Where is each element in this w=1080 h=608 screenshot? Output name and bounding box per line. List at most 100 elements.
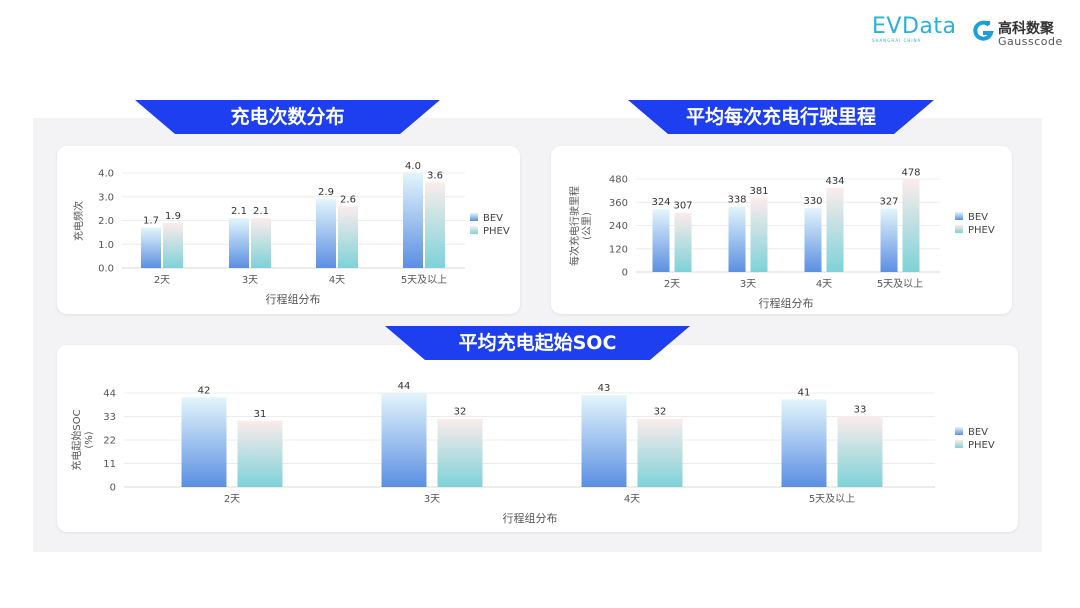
- data-label: 324: [651, 197, 670, 208]
- x-tick-label: 2天: [154, 275, 170, 286]
- legend-swatch-bev: [955, 212, 963, 220]
- legend-label: PHEV: [483, 226, 510, 237]
- bar-bev: [804, 208, 822, 272]
- y-tick-label: 11: [103, 459, 116, 470]
- bar-phev: [437, 418, 483, 487]
- x-axis-label: 行程组分布: [503, 511, 558, 525]
- bar-bev: [141, 227, 161, 268]
- legend-swatch-phev: [955, 225, 963, 233]
- data-label: 42: [198, 385, 211, 396]
- bar-phev: [750, 198, 768, 272]
- data-label: 327: [879, 197, 898, 208]
- chart-title: 充电次数分布: [230, 106, 345, 128]
- bar-phev: [674, 212, 692, 272]
- evdata-logo-sub: SHANGHAI CHINA: [872, 38, 922, 43]
- data-label: 44: [398, 381, 411, 392]
- legend-swatch-bev: [955, 427, 963, 435]
- bar-phev: [251, 218, 271, 268]
- y-axis-label: 充电频次: [72, 201, 85, 241]
- card-avg-mileage: [551, 146, 1012, 314]
- y-tick-label: 3.0: [98, 192, 114, 203]
- y-tick-label: 0: [110, 483, 116, 494]
- data-label: 32: [654, 407, 667, 418]
- bar-phev: [237, 420, 283, 487]
- data-label: 307: [673, 201, 692, 212]
- data-label: 2.1: [231, 206, 247, 217]
- x-tick-label: 4天: [624, 494, 640, 505]
- data-label: 2.1: [253, 206, 269, 217]
- bar-phev: [826, 187, 844, 272]
- data-label: 31: [254, 409, 267, 420]
- data-label: 3.6: [427, 171, 443, 182]
- data-label: 41: [798, 387, 811, 398]
- legend-label: BEV: [968, 212, 988, 223]
- legend-swatch-bev: [470, 213, 478, 221]
- x-axis-label: 行程组分布: [266, 292, 321, 306]
- banner-start-soc: 平均充电起始SOC: [385, 326, 690, 360]
- data-label: 381: [749, 186, 768, 197]
- bar-bev: [880, 208, 898, 272]
- data-label: 338: [727, 195, 746, 206]
- bar-bev: [652, 209, 670, 272]
- legend-label: BEV: [968, 427, 988, 438]
- y-tick-label: 1.0: [98, 240, 114, 251]
- data-label: 434: [825, 176, 844, 187]
- legend-label: PHEV: [968, 225, 995, 236]
- y-tick-label: 0.0: [98, 264, 114, 275]
- bar-bev: [781, 399, 827, 487]
- y-tick-label: 44: [103, 389, 116, 400]
- gausscode-mark-icon: [973, 20, 994, 41]
- x-tick-label: 2天: [224, 494, 240, 505]
- bar-bev: [181, 397, 227, 487]
- bar-phev: [637, 418, 683, 487]
- y-axis-unit: (公里): [581, 212, 593, 240]
- legend-swatch-phev: [470, 226, 478, 234]
- data-label: 43: [598, 383, 611, 394]
- bar-phev: [902, 179, 920, 272]
- gausscode-en: Gausscode: [998, 35, 1063, 48]
- x-tick-label: 4天: [816, 279, 832, 290]
- bar-bev: [229, 218, 249, 268]
- banner-avg-mileage: 平均每次充电行驶里程: [628, 100, 934, 134]
- y-tick-label: 480: [609, 175, 628, 186]
- evdata-logo-text: EVData: [872, 14, 957, 39]
- data-label: 2.6: [340, 194, 356, 205]
- y-tick-label: 22: [103, 436, 116, 447]
- bar-phev: [163, 222, 183, 268]
- legend-label: PHEV: [968, 440, 995, 451]
- y-tick-label: 0: [622, 268, 628, 279]
- bar-bev: [381, 393, 427, 487]
- x-axis-label: 行程组分布: [759, 296, 814, 310]
- x-tick-label: 5天及以上: [809, 493, 855, 505]
- data-label: 4.0: [405, 161, 421, 172]
- y-tick-label: 2.0: [98, 216, 114, 227]
- y-tick-label: 4.0: [98, 169, 114, 180]
- data-label: 2.9: [318, 187, 334, 198]
- gausscode-cn: 高科数聚: [998, 21, 1054, 37]
- x-tick-label: 3天: [740, 279, 756, 290]
- x-tick-label: 2天: [664, 279, 680, 290]
- legend-swatch-phev: [955, 440, 963, 448]
- bar-phev: [837, 416, 883, 487]
- bar-bev: [403, 173, 423, 268]
- y-axis-label: 每次充电行驶里程: [568, 186, 581, 266]
- data-label: 1.9: [165, 211, 181, 222]
- chart-title: 平均充电起始SOC: [458, 332, 617, 354]
- bar-bev: [728, 206, 746, 272]
- bar-bev: [581, 395, 627, 487]
- x-tick-label: 3天: [424, 494, 440, 505]
- x-tick-label: 5天及以上: [401, 274, 447, 286]
- y-tick-label: 120: [609, 244, 628, 255]
- bar-bev: [316, 199, 336, 268]
- legend-label: BEV: [483, 213, 503, 224]
- y-axis-unit: (%): [84, 431, 95, 448]
- evdata-logo: EVData SHANGHAI CHINA: [872, 14, 957, 44]
- x-tick-label: 4天: [329, 275, 345, 286]
- y-tick-label: 240: [609, 221, 628, 232]
- y-tick-label: 33: [103, 412, 116, 423]
- data-label: 478: [901, 167, 920, 178]
- y-tick-label: 360: [609, 198, 628, 209]
- bar-phev: [425, 182, 445, 268]
- data-label: 1.7: [143, 216, 159, 227]
